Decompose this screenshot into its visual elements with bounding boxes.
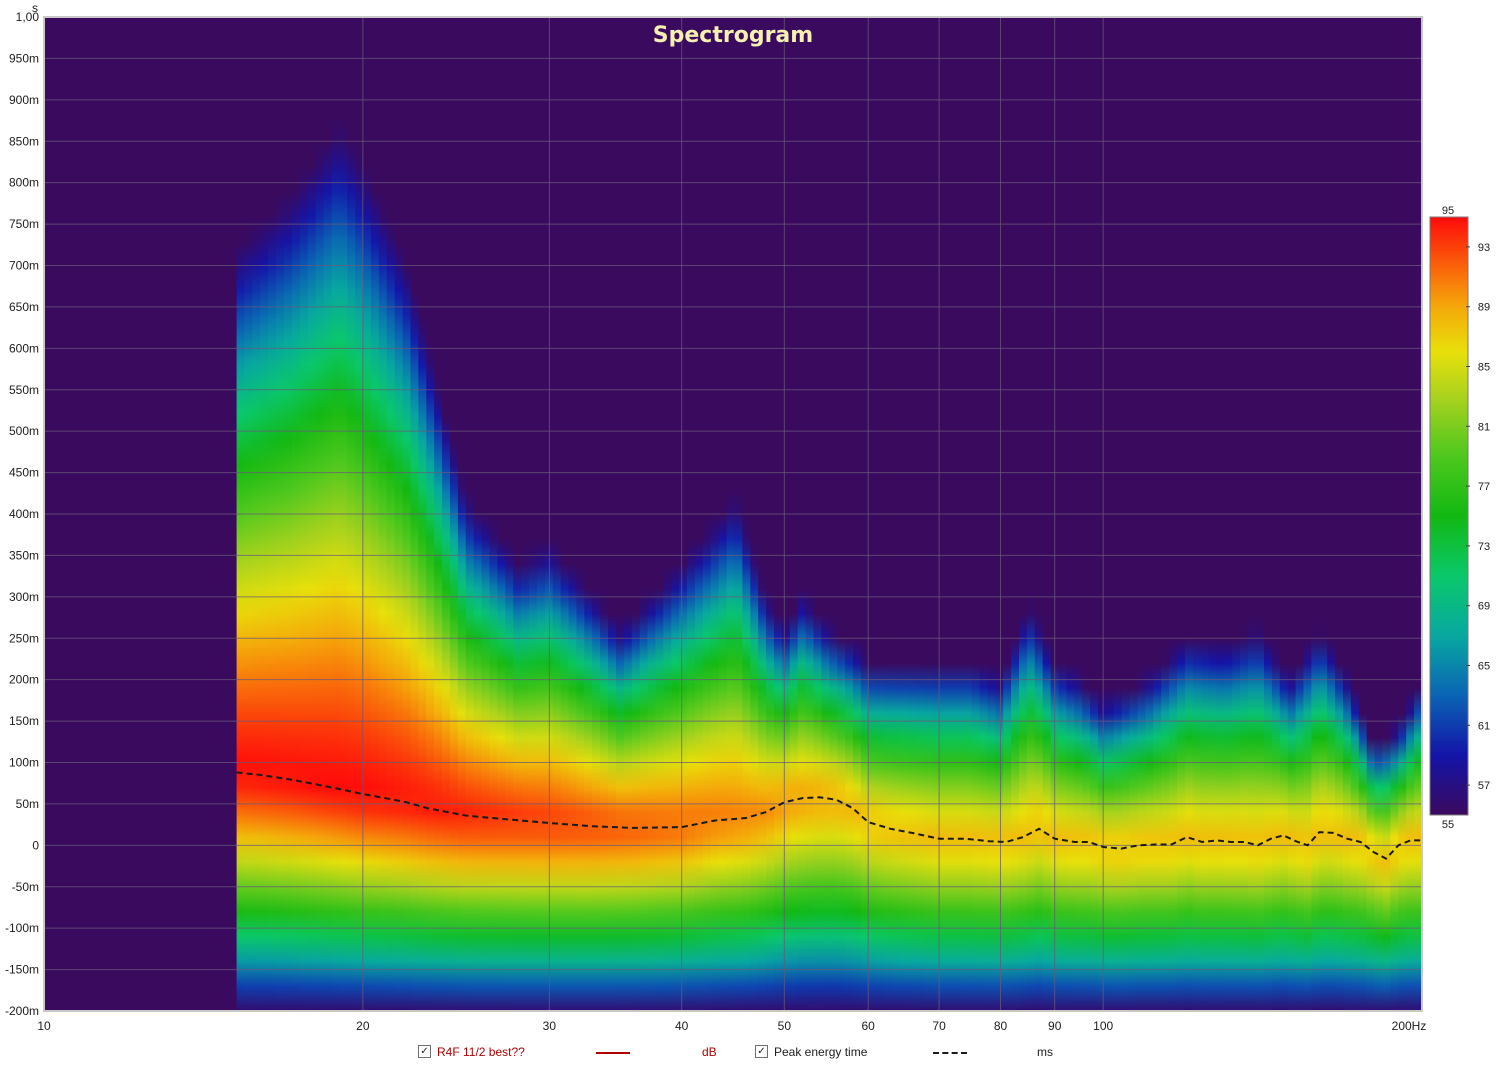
x-tick-label: 90 [1048,1019,1062,1033]
x-axis-ticks: 10 20 30 40 50 60 70 80 90 100 200Hz [37,1019,1426,1033]
y-tick-label: 0 [32,838,39,852]
x-tick-label: 70 [932,1019,946,1033]
legend-checkbox-peak-energy[interactable]: ✓ [755,1045,768,1058]
colorbar-tick-label: 89 [1478,302,1490,314]
y-tick-label: 900m [9,93,39,107]
colorbar: 95 55 93 89 85 81 77 73 69 65 61 57 [1429,205,1490,831]
legend-unit-spectrogram: dB [702,1045,717,1059]
colorbar-min-label: 55 [1442,819,1454,831]
colorbar-tick-label: 69 [1478,601,1490,613]
legend: ✓ R4F 11/2 best?? dB ✓ Peak energy time … [0,1044,1500,1064]
y-tick-label: 600m [9,341,39,355]
y-axis-unit: s [32,1,38,15]
peak-energy-time-line [236,771,1422,860]
colorbar-tick-label: 73 [1478,541,1490,553]
y-tick-label: 100m [9,756,39,770]
y-tick-label: 550m [9,383,39,397]
y-tick-label: 1,00 [16,10,40,24]
y-tick-label: 50m [16,797,39,811]
y-tick-label: -100m [5,921,39,935]
legend-label-peak-energy: Peak energy time [774,1045,868,1059]
x-tick-label: 60 [862,1019,876,1033]
x-tick-label: 40 [675,1019,689,1033]
grid-lines [43,16,1423,1012]
y-tick-label: 250m [9,631,39,645]
colorbar-tick-label: 65 [1478,661,1490,673]
x-tick-label: 200Hz [1392,1019,1427,1033]
y-tick-label: -50m [12,880,39,894]
legend-checkbox-spectrogram[interactable]: ✓ [418,1045,431,1058]
plot-frame [43,16,1423,1012]
legend-swatch-peak-energy [933,1052,967,1054]
colorbar-tick-label: 77 [1478,481,1490,493]
y-tick-label: -150m [5,963,39,977]
colorbar-gradient [1429,216,1469,816]
colorbar-tick-label: 81 [1478,421,1490,433]
y-tick-label: 150m [9,714,39,728]
colorbar-tick-label: 61 [1478,720,1490,732]
legend-label-spectrogram: R4F 11/2 best?? [437,1045,525,1059]
y-tick-label: 700m [9,259,39,273]
y-tick-label: 350m [9,548,39,562]
colorbar-max-label: 95 [1442,205,1454,217]
y-tick-label: 500m [9,424,39,438]
colorbar-ticks: 93 89 85 81 77 73 69 65 61 57 [1466,242,1490,792]
x-tick-label: 100 [1093,1019,1113,1033]
x-tick-label: 50 [778,1019,792,1033]
x-tick-label: 20 [356,1019,370,1033]
chart-title: Spectrogram [653,23,813,48]
x-tick-label: 30 [543,1019,557,1033]
colorbar-tick-label: 57 [1478,780,1490,792]
y-tick-label: 650m [9,300,39,314]
y-axis-ticks: 1,00 950m 900m 850m 800m 750m 700m 650m 600m 550m… [5,10,39,1018]
y-tick-label: 400m [9,507,39,521]
legend-swatch-spectrogram [596,1052,630,1054]
colorbar-tick-label: 93 [1478,242,1490,254]
y-tick-label: 950m [9,51,39,65]
y-tick-label: 450m [9,466,39,480]
y-tick-label: 850m [9,134,39,148]
colorbar-tick-label: 85 [1478,362,1490,374]
x-tick-label: 10 [37,1019,51,1033]
y-tick-label: 750m [9,217,39,231]
y-tick-label: 200m [9,673,39,687]
peak-energy-layer [236,771,1422,860]
y-tick-label: -200m [5,1004,39,1018]
x-tick-label: 80 [994,1019,1008,1033]
y-tick-label: 300m [9,590,39,604]
legend-unit-peak-energy: ms [1037,1045,1053,1059]
y-tick-label: 800m [9,176,39,190]
